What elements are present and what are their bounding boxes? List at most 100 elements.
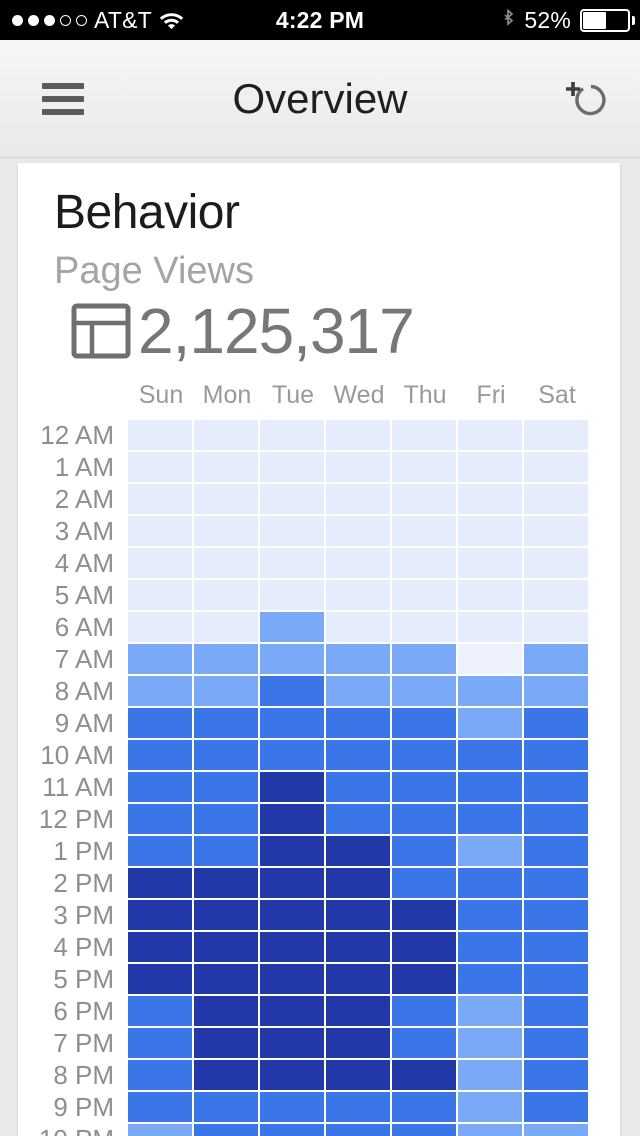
heatmap-cell[interactable]: [524, 932, 588, 962]
heatmap-cell[interactable]: [458, 804, 522, 834]
heatmap-cell[interactable]: [524, 1124, 588, 1136]
heatmap-cell[interactable]: [524, 452, 588, 482]
heatmap-cell[interactable]: [194, 1124, 258, 1136]
heatmap-cell[interactable]: [524, 612, 588, 642]
heatmap-cell[interactable]: [524, 580, 588, 610]
heatmap-cell[interactable]: [194, 836, 258, 866]
heatmap-cell[interactable]: [194, 868, 258, 898]
heatmap-cell[interactable]: [392, 836, 456, 866]
heatmap-cell[interactable]: [194, 1028, 258, 1058]
heatmap-cell[interactable]: [128, 804, 192, 834]
heatmap-cell[interactable]: [326, 740, 390, 770]
heatmap-cell[interactable]: [458, 516, 522, 546]
heatmap-cell[interactable]: [260, 1060, 324, 1090]
heatmap-cell[interactable]: [392, 868, 456, 898]
heatmap-cell[interactable]: [128, 1092, 192, 1122]
heatmap-cell[interactable]: [326, 996, 390, 1026]
heatmap-cell[interactable]: [128, 996, 192, 1026]
heatmap-cell[interactable]: [260, 868, 324, 898]
heatmap-cell[interactable]: [392, 964, 456, 994]
heatmap-cell[interactable]: [260, 420, 324, 450]
heatmap-cell[interactable]: [260, 1092, 324, 1122]
heatmap-cell[interactable]: [326, 1092, 390, 1122]
heatmap-cell[interactable]: [194, 964, 258, 994]
heatmap-cell[interactable]: [194, 804, 258, 834]
heatmap-cell[interactable]: [326, 836, 390, 866]
heatmap-cell[interactable]: [392, 484, 456, 514]
heatmap-cell[interactable]: [458, 1092, 522, 1122]
heatmap-cell[interactable]: [260, 932, 324, 962]
heatmap-cell[interactable]: [194, 708, 258, 738]
heatmap-cell[interactable]: [524, 772, 588, 802]
heatmap-cell[interactable]: [194, 1060, 258, 1090]
heatmap-cell[interactable]: [194, 548, 258, 578]
heatmap-cell[interactable]: [260, 1028, 324, 1058]
heatmap-cell[interactable]: [194, 996, 258, 1026]
heatmap-cell[interactable]: [326, 420, 390, 450]
heatmap-cell[interactable]: [128, 420, 192, 450]
heatmap-cell[interactable]: [392, 900, 456, 930]
heatmap-cell[interactable]: [260, 452, 324, 482]
heatmap-cell[interactable]: [458, 1124, 522, 1136]
hamburger-menu-icon[interactable]: [42, 82, 84, 115]
heatmap-cell[interactable]: [194, 612, 258, 642]
heatmap-cell[interactable]: [194, 420, 258, 450]
heatmap-cell[interactable]: [326, 612, 390, 642]
heatmap-cell[interactable]: [524, 996, 588, 1026]
heatmap-cell[interactable]: [194, 932, 258, 962]
heatmap-cell[interactable]: [128, 516, 192, 546]
heatmap-cell[interactable]: [194, 580, 258, 610]
heatmap-cell[interactable]: [524, 1092, 588, 1122]
heatmap-cell[interactable]: [260, 644, 324, 674]
heatmap-cell[interactable]: [392, 772, 456, 802]
heatmap-cell[interactable]: [260, 484, 324, 514]
heatmap-cell[interactable]: [458, 996, 522, 1026]
heatmap-cell[interactable]: [458, 1060, 522, 1090]
heatmap-cell[interactable]: [392, 932, 456, 962]
heatmap-cell[interactable]: [128, 1028, 192, 1058]
heatmap-cell[interactable]: [458, 1028, 522, 1058]
heatmap-cell[interactable]: [458, 420, 522, 450]
heatmap-cell[interactable]: [458, 708, 522, 738]
heatmap-cell[interactable]: [458, 484, 522, 514]
heatmap-cell[interactable]: [326, 772, 390, 802]
heatmap-cell[interactable]: [524, 644, 588, 674]
heatmap-cell[interactable]: [458, 612, 522, 642]
heatmap-cell[interactable]: [194, 772, 258, 802]
heatmap-cell[interactable]: [194, 516, 258, 546]
heatmap-cell[interactable]: [458, 932, 522, 962]
heatmap-cell[interactable]: [392, 548, 456, 578]
heatmap-cell[interactable]: [524, 964, 588, 994]
heatmap-cell[interactable]: [392, 996, 456, 1026]
heatmap-cell[interactable]: [128, 932, 192, 962]
heatmap-cell[interactable]: [260, 548, 324, 578]
heatmap-cell[interactable]: [458, 644, 522, 674]
heatmap-cell[interactable]: [524, 1060, 588, 1090]
heatmap-cell[interactable]: [260, 612, 324, 642]
heatmap-cell[interactable]: [392, 420, 456, 450]
heatmap-cell[interactable]: [326, 964, 390, 994]
heatmap-cell[interactable]: [260, 964, 324, 994]
heatmap-cell[interactable]: [260, 708, 324, 738]
heatmap-cell[interactable]: [128, 708, 192, 738]
heatmap-cell[interactable]: [392, 452, 456, 482]
heatmap-cell[interactable]: [128, 612, 192, 642]
heatmap-cell[interactable]: [260, 580, 324, 610]
heatmap-cell[interactable]: [326, 548, 390, 578]
heatmap-cell[interactable]: [128, 964, 192, 994]
heatmap-cell[interactable]: [194, 484, 258, 514]
heatmap-cell[interactable]: [392, 644, 456, 674]
heatmap-cell[interactable]: [128, 900, 192, 930]
heatmap-cell[interactable]: [392, 1092, 456, 1122]
heatmap-cell[interactable]: [392, 1060, 456, 1090]
heatmap-cell[interactable]: [128, 548, 192, 578]
heatmap-cell[interactable]: [524, 804, 588, 834]
heatmap-cell[interactable]: [128, 740, 192, 770]
heatmap-cell[interactable]: [128, 452, 192, 482]
heatmap-cell[interactable]: [260, 996, 324, 1026]
heatmap-cell[interactable]: [458, 868, 522, 898]
heatmap-cell[interactable]: [128, 1124, 192, 1136]
heatmap-cell[interactable]: [326, 452, 390, 482]
heatmap-cell[interactable]: [326, 708, 390, 738]
heatmap-cell[interactable]: [524, 548, 588, 578]
